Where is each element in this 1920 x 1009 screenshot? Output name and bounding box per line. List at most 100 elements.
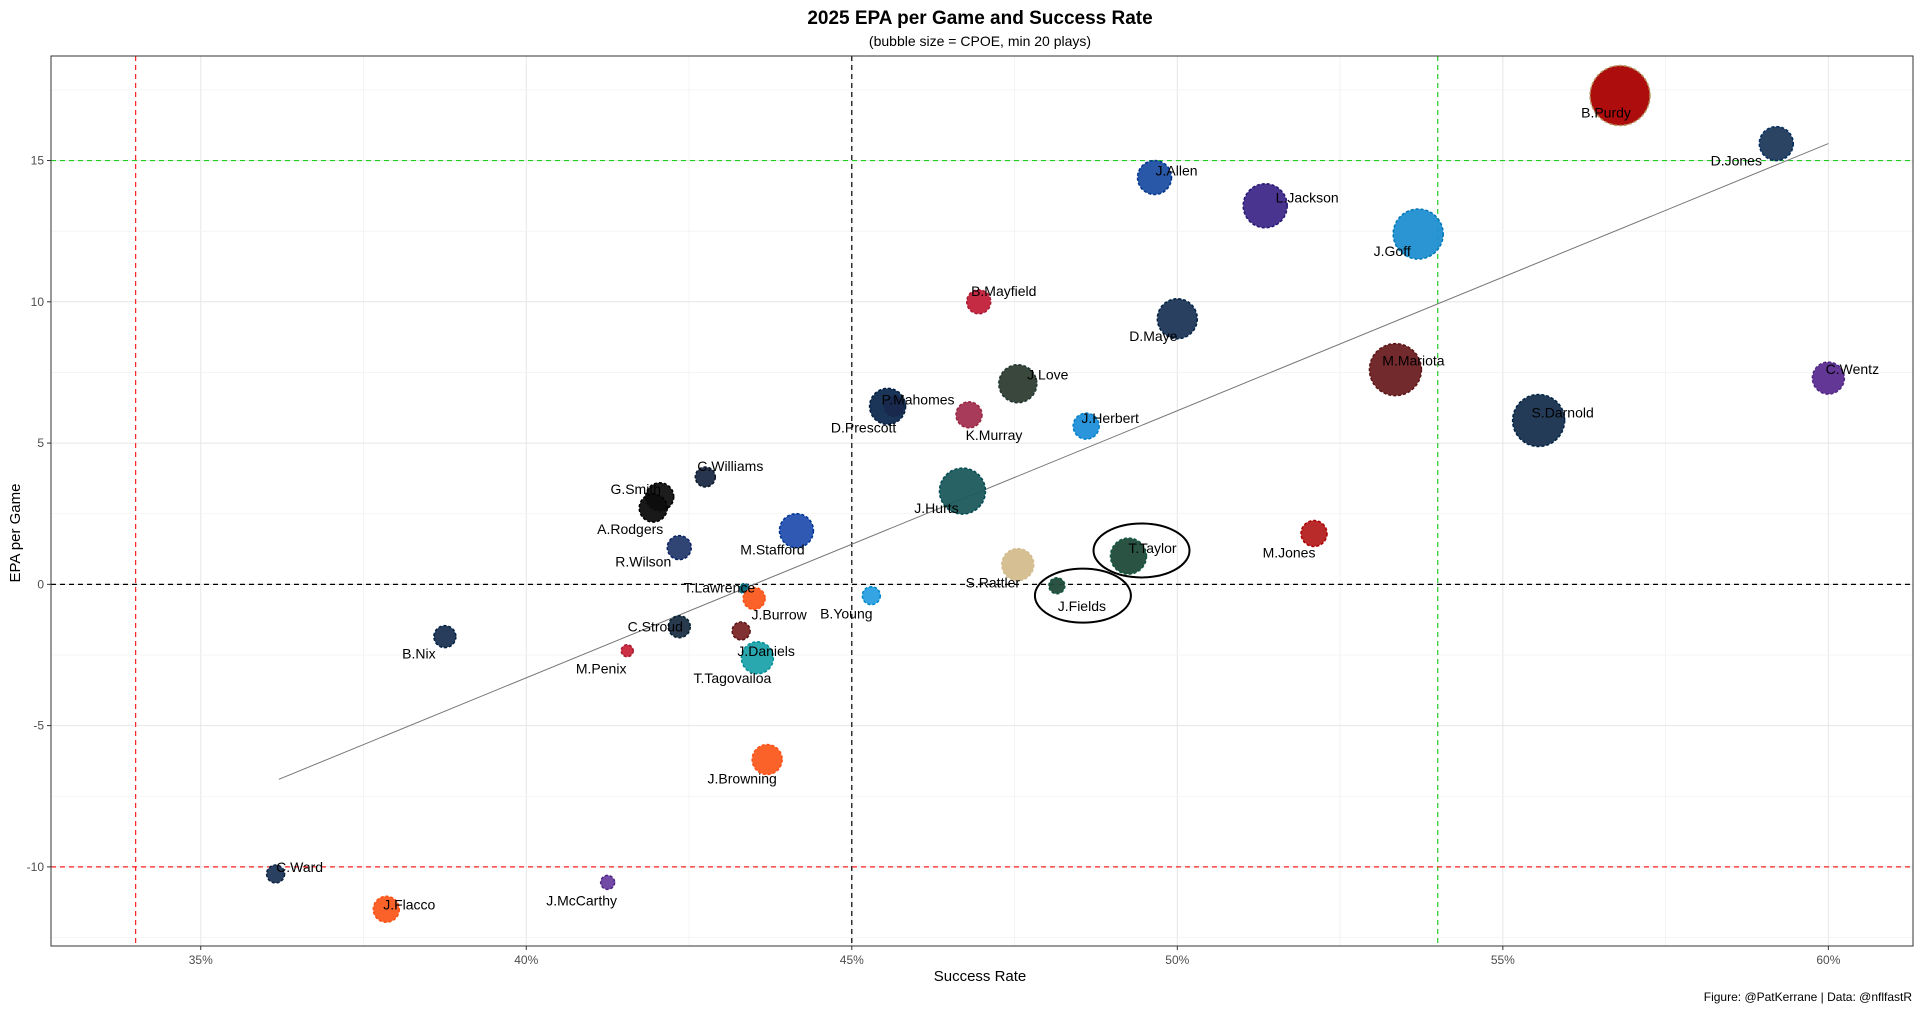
data-point-l-jackson xyxy=(1242,182,1288,229)
point-label-b-young: B.Young xyxy=(820,606,872,622)
point-label-j-hurts: J.Hurts xyxy=(914,500,958,516)
data-point-j-love xyxy=(998,363,1038,404)
point-label-j-daniels: J.Daniels xyxy=(737,643,795,659)
point-label-r-wilson: R.Wilson xyxy=(615,554,671,570)
y-tick-label: -10 xyxy=(27,860,45,874)
data-point-j-mccarthy xyxy=(599,874,616,891)
point-label-s-darnold: S.Darnold xyxy=(1532,404,1594,420)
point-label-d-jones: D.Jones xyxy=(1711,153,1762,169)
data-point-j-allen xyxy=(1136,159,1173,196)
point-labels: B.Purdy D.Jones J.Allen L.Jackson J.Goff B.Ma… xyxy=(276,105,1879,913)
data-point-m-penix xyxy=(620,643,634,658)
data-point-j-burrow xyxy=(742,586,766,611)
highlight-ellipse-j-fields xyxy=(1033,567,1132,624)
x-tick-label: 60% xyxy=(1816,953,1840,967)
point-label-j-burrow: J.Burrow xyxy=(752,606,808,622)
point-label-j-allen: J.Allen xyxy=(1156,162,1198,178)
data-point-j-hurts xyxy=(938,467,987,515)
chart-title: 2025 EPA per Game and Success Rate xyxy=(807,8,1152,29)
data-point-m-stafford xyxy=(778,512,815,549)
data-point-b-nix xyxy=(433,624,457,649)
data-point-t-tagovailoa xyxy=(740,641,775,675)
point-label-d-maye: D.Maye xyxy=(1129,328,1177,344)
y-tick-label: -5 xyxy=(33,719,44,733)
point-label-p-mahomes: P.Mahomes xyxy=(882,391,955,407)
point-label-t-lawrence: T.Lawrence xyxy=(684,580,756,596)
highlight-ellipse-t-taylor xyxy=(1092,522,1191,579)
y-tick-label: 5 xyxy=(37,436,44,450)
point-label-j-flacco: J.Flacco xyxy=(383,896,435,912)
point-label-g-smith: G.Smith xyxy=(610,481,661,497)
point-label-l-jackson: L.Jackson xyxy=(1276,190,1339,206)
x-axis-title: Success Rate xyxy=(934,968,1027,985)
data-point-k-murray xyxy=(955,401,983,429)
data-point-c-wentz xyxy=(1811,361,1846,395)
data-point-m-jones xyxy=(1300,519,1328,548)
point-label-s-rattler: S.Rattler xyxy=(966,575,1021,591)
data-point-d-prescott xyxy=(868,387,907,426)
reference-lines xyxy=(51,56,1913,946)
y-tick-label: 15 xyxy=(31,154,45,168)
point-label-b-purdy: B.Purdy xyxy=(1581,105,1631,121)
data-point-t-taylor xyxy=(1109,537,1148,575)
data-point-j-browning xyxy=(751,743,783,776)
figure-caption: Figure: @PatKerrane | Data: @nflfastR xyxy=(1704,990,1913,1004)
data-points xyxy=(265,64,1846,924)
point-label-j-mccarthy: J.McCarthy xyxy=(546,892,617,908)
point-label-j-love: J.Love xyxy=(1027,367,1068,383)
y-tick-label: 10 xyxy=(31,295,45,309)
plot-panel-border xyxy=(50,55,1914,947)
point-label-j-fields: J.Fields xyxy=(1058,598,1106,614)
data-point-j-daniels xyxy=(731,621,751,641)
point-label-t-taylor: T.Taylor xyxy=(1128,540,1177,556)
x-tick-label: 55% xyxy=(1491,953,1515,967)
data-point-r-wilson xyxy=(666,534,693,561)
y-axis-ticks: -10 -5 0 5 10 15 xyxy=(27,154,51,874)
point-label-j-herbert: J.Herbert xyxy=(1081,410,1139,426)
data-point-j-goff xyxy=(1392,208,1444,260)
x-tick-label: 45% xyxy=(840,953,864,967)
point-label-k-murray: K.Murray xyxy=(966,427,1023,443)
regression-trend-line xyxy=(278,143,1829,780)
data-point-s-rattler xyxy=(1001,547,1035,582)
point-label-j-goff: J.Goff xyxy=(1374,243,1411,259)
x-axis-ticks: 35% 40% 45% 50% 55% 60% xyxy=(189,946,1841,967)
y-axis-title: EPA per Game xyxy=(7,484,24,583)
point-label-c-williams: C.Williams xyxy=(697,458,763,474)
highlight-ellipses xyxy=(1033,522,1191,624)
point-label-m-jones: M.Jones xyxy=(1263,544,1316,560)
point-label-t-tagovailoa: T.Tagovailoa xyxy=(693,670,771,686)
data-point-b-mayfield xyxy=(965,289,992,315)
data-point-j-herbert xyxy=(1072,412,1100,440)
x-tick-label: 35% xyxy=(189,953,213,967)
point-label-m-penix: M.Penix xyxy=(576,661,627,677)
chart-subtitle: (bubble size = CPOE, min 20 plays) xyxy=(869,33,1091,49)
trend-line xyxy=(278,143,1829,780)
point-label-c-ward: C.Ward xyxy=(276,859,323,875)
point-label-c-wentz: C.Wentz xyxy=(1826,361,1879,377)
data-point-d-maye xyxy=(1156,298,1199,340)
data-point-j-fields xyxy=(1048,577,1066,595)
data-point-c-williams xyxy=(694,466,717,488)
point-label-m-stafford: M.Stafford xyxy=(740,542,804,558)
point-label-m-mariota: M.Mariota xyxy=(1382,353,1444,369)
point-label-b-nix: B.Nix xyxy=(402,646,435,662)
data-point-m-mariota xyxy=(1368,342,1423,397)
point-label-d-prescott: D.Prescott xyxy=(831,419,896,435)
point-label-c-stroud: C.Stroud xyxy=(628,619,683,635)
data-point-b-young xyxy=(861,585,882,606)
point-label-a-rodgers: A.Rodgers xyxy=(597,521,663,537)
point-label-b-mayfield: B.Mayfield xyxy=(971,283,1036,299)
data-point-j-flacco xyxy=(372,895,401,924)
data-point-a-rodgers xyxy=(638,493,668,523)
data-point-c-ward xyxy=(265,864,286,884)
point-label-j-browning: J.Browning xyxy=(708,771,777,787)
x-tick-label: 40% xyxy=(514,953,538,967)
data-point-c-stroud xyxy=(667,614,692,639)
data-point-b-purdy xyxy=(1589,64,1651,127)
data-point-s-darnold xyxy=(1511,393,1566,448)
x-tick-label: 50% xyxy=(1165,953,1189,967)
data-point-d-jones xyxy=(1758,125,1795,162)
